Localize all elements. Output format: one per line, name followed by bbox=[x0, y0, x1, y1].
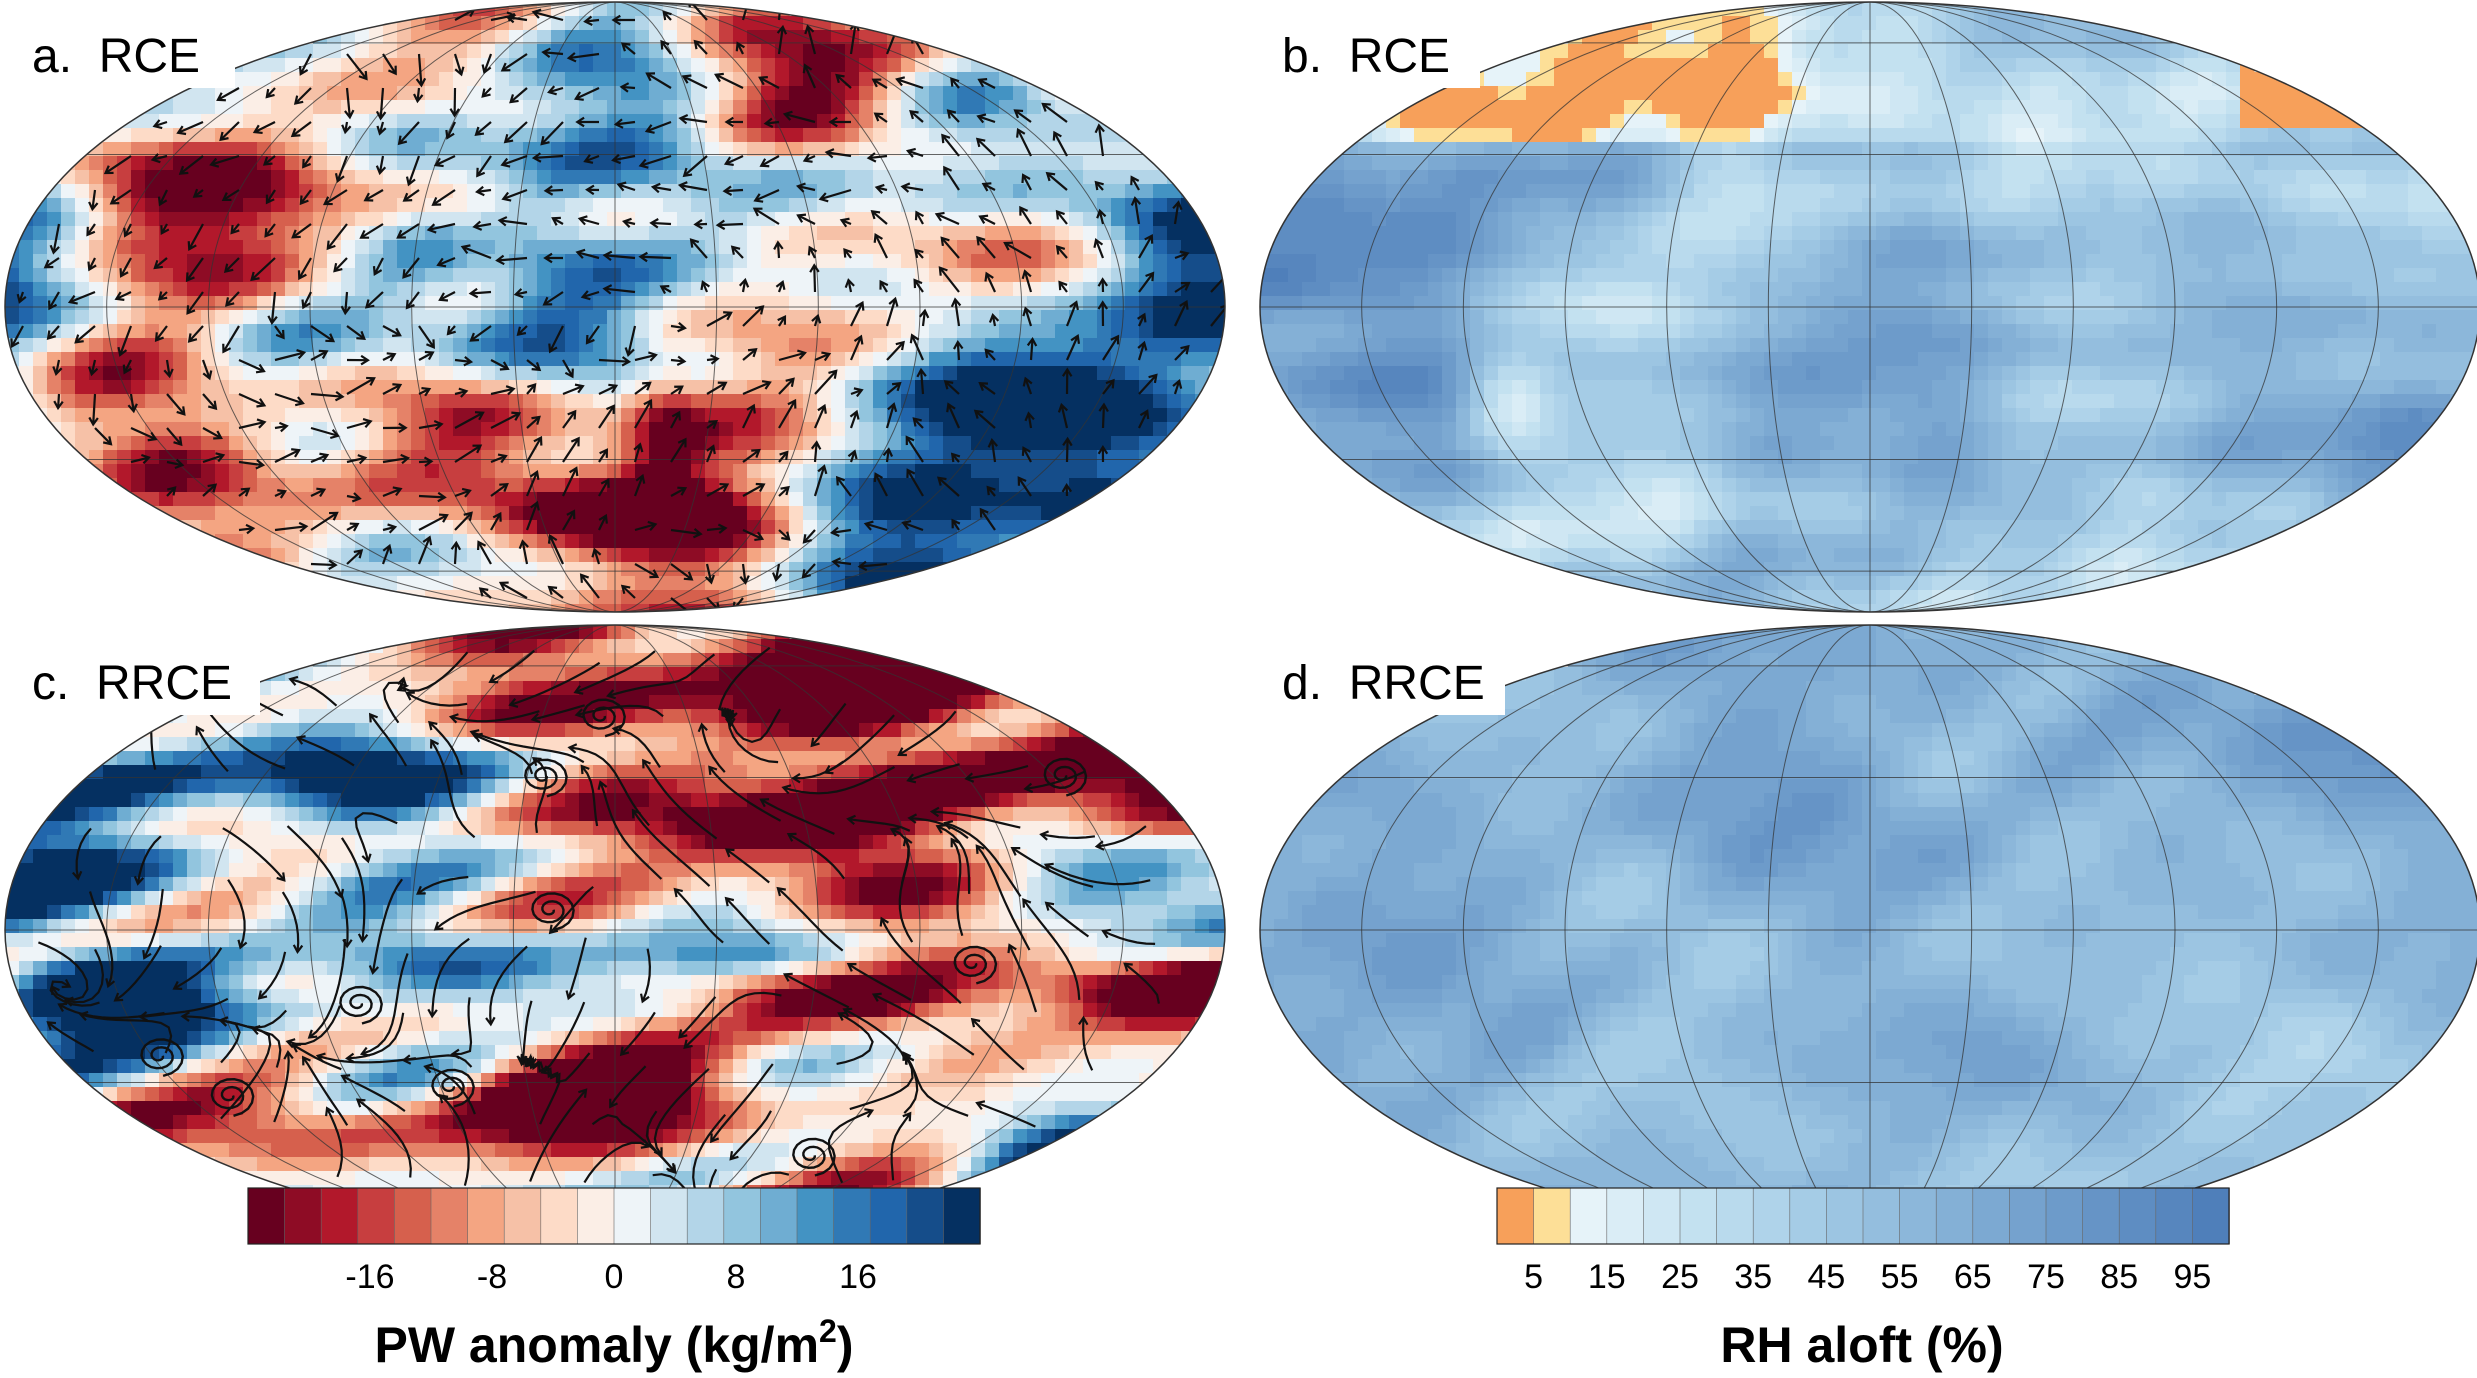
colorbar-pw-cell bbox=[686, 1187, 725, 1245]
panel-label-c: c. RRCE bbox=[32, 657, 232, 710]
label-bg-c bbox=[20, 645, 260, 715]
colorbar-pw-cell bbox=[833, 1187, 871, 1245]
colorbar-pw-cell bbox=[723, 1187, 762, 1245]
colorbar-rh-cell bbox=[1789, 1187, 1828, 1245]
map-panel-d: d. RRCE bbox=[1259, 624, 2477, 1236]
rh-field-b bbox=[1260, 2, 2477, 612]
colorbar-pw-tick-label: -8 bbox=[477, 1258, 507, 1296]
colorbar-pw-tick-label: 16 bbox=[839, 1258, 877, 1296]
colorbar-pw: -16 -8 0 8 16 PW anomaly (kg/m2) bbox=[247, 1187, 981, 1373]
colorbar-pw-cell bbox=[760, 1187, 798, 1245]
panel-label-d: d. RRCE bbox=[1282, 657, 1485, 710]
label-bg-b bbox=[1270, 18, 1480, 88]
colorbar-rh-cell bbox=[1935, 1187, 1974, 1245]
colorbar-rh-cell bbox=[1569, 1187, 1608, 1245]
colorbar-rh-tick-label: 55 bbox=[1881, 1258, 1919, 1296]
label-bg-a bbox=[20, 18, 235, 88]
colorbar-pw-title-end: ) bbox=[837, 1317, 854, 1373]
map-panel-c: c. RRCE bbox=[4, 624, 1226, 1236]
panel-label-a: a. RCE bbox=[32, 30, 200, 83]
colorbar-rh-ticks: 5 15 25 35 45 55 65 75 85 95 bbox=[1524, 1258, 2211, 1296]
colorbar-rh-frame bbox=[1496, 1187, 2230, 1245]
colorbar-pw-cell bbox=[650, 1187, 688, 1245]
colorbar-rh-cell bbox=[1496, 1187, 1535, 1245]
colorbar-pw-tick-label: 0 bbox=[605, 1258, 624, 1296]
label-bg-d bbox=[1270, 645, 1505, 715]
colorbar-pw-title-sup: 2 bbox=[819, 1313, 837, 1349]
wind-arrows-a bbox=[10, 2, 1225, 612]
colorbar-rh-cell bbox=[1752, 1187, 1791, 1245]
colorbar-rh-cell bbox=[1899, 1187, 1937, 1245]
colorbar-rh-cell bbox=[2009, 1187, 2047, 1245]
colorbar-rh-tick-label: 95 bbox=[2173, 1258, 2211, 1296]
colorbar-rh-cell bbox=[1716, 1187, 1754, 1245]
colorbar-pw-cell bbox=[320, 1187, 359, 1245]
colorbar-pw-cell bbox=[540, 1187, 579, 1245]
colorbar-pw-cell bbox=[430, 1187, 469, 1245]
colorbar-rh-cell bbox=[2192, 1187, 2230, 1245]
graticule-b bbox=[1260, 2, 2477, 612]
colorbar-rh-cell bbox=[1972, 1187, 2011, 1245]
colorbar-rh-cell bbox=[2045, 1187, 2084, 1245]
colorbar-rh-cell bbox=[1826, 1187, 1864, 1245]
colorbar-pw-cell bbox=[247, 1187, 286, 1245]
colorbar-rh-cell bbox=[2118, 1187, 2157, 1245]
colorbar-pw-cells bbox=[247, 1187, 981, 1245]
colorbar-rh-cell bbox=[2082, 1187, 2121, 1245]
colorbar-pw-cell bbox=[503, 1187, 542, 1245]
colorbar-rh-cell bbox=[1606, 1187, 1645, 1245]
colorbar-pw-cell bbox=[869, 1187, 908, 1245]
colorbar-rh-cell bbox=[1643, 1187, 1681, 1245]
colorbar-rh-tick-label: 65 bbox=[1954, 1258, 1992, 1296]
panel-label-b: b. RCE bbox=[1282, 30, 1450, 83]
colorbar-rh-tick-label: 25 bbox=[1661, 1258, 1699, 1296]
colorbar-pw-tick-label: 8 bbox=[727, 1258, 746, 1296]
colorbar-pw-cell bbox=[284, 1187, 323, 1245]
colorbar-pw-cell bbox=[796, 1187, 835, 1245]
colorbar-rh-cell bbox=[2155, 1187, 2194, 1245]
colorbar-rh-title: RH aloft (%) bbox=[1720, 1317, 2003, 1373]
graticule-c bbox=[5, 625, 1225, 1235]
rh-field-d bbox=[1260, 625, 2477, 1235]
colorbar-rh-cell bbox=[1862, 1187, 1901, 1245]
colorbar-rh-tick-label: 5 bbox=[1524, 1258, 1543, 1296]
colorbar-pw-title-main: PW anomaly (kg/m bbox=[375, 1317, 820, 1373]
colorbar-pw-cell bbox=[943, 1187, 981, 1245]
colorbar-pw-title: PW anomaly (kg/m2) bbox=[375, 1313, 854, 1373]
colorbar-pw-cell bbox=[906, 1187, 945, 1245]
colorbar-rh-cell bbox=[1679, 1187, 1718, 1245]
colorbar-rh-tick-label: 75 bbox=[2027, 1258, 2065, 1296]
colorbar-pw-ticks: -16 -8 0 8 16 bbox=[345, 1258, 876, 1296]
graticule-a bbox=[5, 2, 1225, 612]
colorbar-rh-tick-label: 15 bbox=[1588, 1258, 1626, 1296]
colorbar-rh-tick-label: 35 bbox=[1734, 1258, 1772, 1296]
streamlines-c bbox=[37, 646, 1160, 1232]
map-panel-a: a. RCE bbox=[4, 1, 1226, 613]
map-panel-b: b. RCE bbox=[1259, 1, 2477, 613]
globe-outline-b bbox=[1259, 1, 2477, 613]
colorbar-rh-cell bbox=[1533, 1187, 1571, 1245]
colorbar-pw-tick-label: -16 bbox=[345, 1258, 394, 1296]
colorbar-pw-cell bbox=[467, 1187, 506, 1245]
colorbar-rh-tick-label: 85 bbox=[2100, 1258, 2138, 1296]
colorbar-rh: 5 15 25 35 45 55 65 75 85 95 RH aloft (%) bbox=[1496, 1187, 2230, 1373]
pw-field-a bbox=[5, 2, 1225, 612]
colorbar-rh-tick-label: 45 bbox=[1807, 1258, 1845, 1296]
colorbar-pw-cell bbox=[613, 1187, 652, 1245]
colorbar-pw-cell bbox=[357, 1187, 396, 1245]
colorbar-rh-cells bbox=[1496, 1187, 2230, 1245]
colorbar-pw-cell bbox=[577, 1187, 615, 1245]
colorbar-pw-frame bbox=[247, 1187, 981, 1245]
colorbar-pw-cell bbox=[394, 1187, 432, 1245]
globe-outline-a bbox=[4, 1, 1226, 613]
